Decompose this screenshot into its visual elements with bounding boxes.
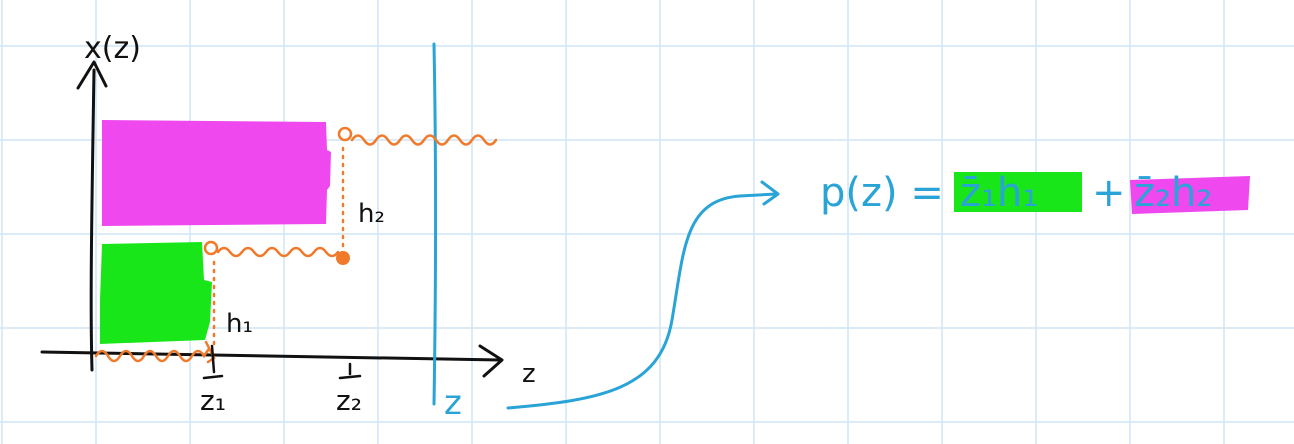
squiggle-mid-loop — [203, 240, 219, 256]
formula-plus: + — [1092, 170, 1126, 216]
z-vertical-line — [432, 42, 437, 406]
blue-connector-arrowhead — [760, 180, 780, 206]
z-tick-label: z — [444, 383, 462, 423]
squiggle-top-loop — [337, 126, 353, 142]
blue-connector-arrow — [506, 192, 778, 410]
squiggle-mid-dot — [336, 251, 350, 265]
x-axis-label: z — [522, 359, 536, 389]
y-axis-arrowhead — [76, 60, 108, 90]
squiggle-top — [350, 134, 498, 146]
h2-label: h₂ — [358, 199, 385, 229]
squiggle-axis — [94, 348, 210, 363]
formula-term2: z̄₂h₂ — [1134, 170, 1212, 216]
y-axis-label: x(z) — [84, 31, 141, 66]
z1-tick-label: z₁ — [200, 384, 226, 417]
squiggle-mid — [216, 246, 340, 258]
h1-label: h₁ — [226, 309, 253, 339]
z2-tick-label: z₂ — [336, 384, 362, 417]
z2-tick — [338, 362, 362, 380]
green-bar — [100, 242, 212, 344]
magenta-bar — [102, 120, 331, 226]
x-axis-arrowhead — [478, 344, 504, 378]
formula-lhs: p(z) = — [820, 170, 944, 216]
y-axis — [89, 68, 96, 372]
formula-term2-highlight — [1130, 176, 1250, 214]
formula-term1: z̄₁h₁ — [960, 170, 1038, 216]
z1-tick — [202, 344, 224, 380]
formula-term1-highlight — [954, 172, 1082, 212]
